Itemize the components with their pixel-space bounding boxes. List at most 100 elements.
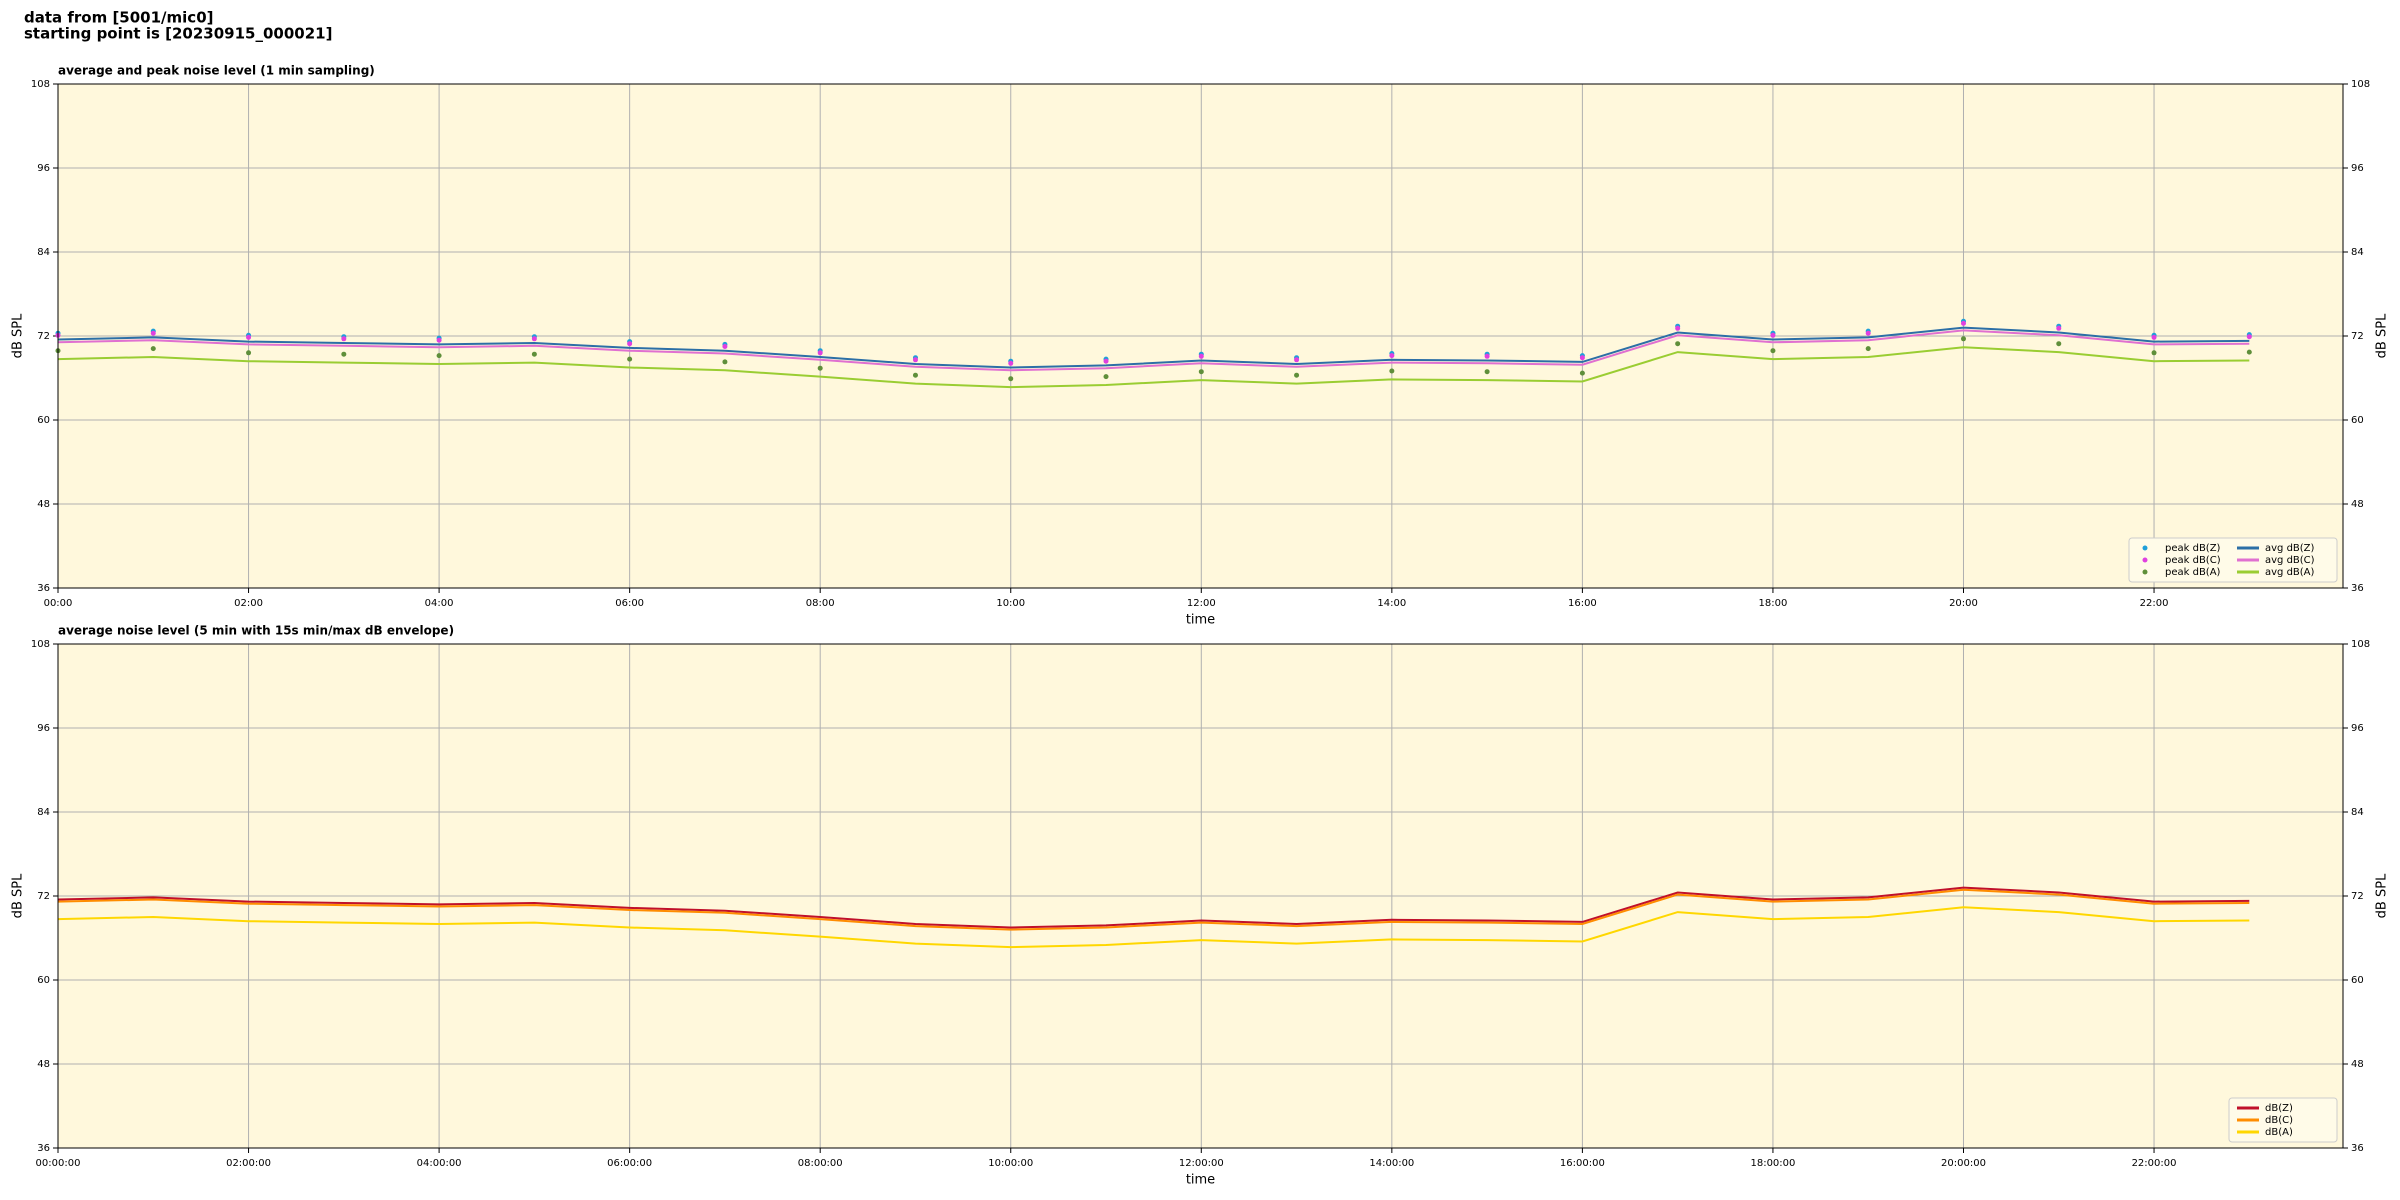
header-line: starting point is [20230915_000021] [24, 25, 332, 43]
peak-point [436, 353, 442, 359]
peak-point [150, 346, 156, 352]
y-tick-label: 84 [37, 247, 50, 258]
legend-marker [2142, 557, 2148, 563]
y2-tick-label: 48 [2351, 1059, 2364, 1070]
peak-point [1770, 332, 1776, 338]
y2-tick-label: 84 [2351, 247, 2364, 258]
series-line [57, 906, 2250, 949]
x-tick-label: 08:00 [806, 598, 835, 609]
y2-tick-label: 60 [2351, 415, 2364, 426]
y2-tick-label: 96 [2351, 723, 2364, 734]
peak-point [246, 350, 252, 356]
peak-point [1294, 357, 1300, 363]
peak-point [531, 336, 537, 342]
legend-label: dB(A) [2265, 1127, 2293, 1138]
legend-label: dB(Z) [2265, 1103, 2293, 1114]
peak-point [1008, 360, 1014, 366]
peak-point [1198, 353, 1204, 359]
x-tick-label: 00:00 [44, 598, 73, 609]
chart-title: average noise level (5 min with 15s min/… [58, 624, 454, 638]
peak-point [1675, 341, 1681, 347]
series-line [57, 346, 2250, 389]
y-tick-label: 72 [37, 331, 50, 342]
peak-point [1865, 346, 1871, 352]
y-tick-label: 60 [37, 975, 50, 986]
x-tick-label: 14:00 [1377, 598, 1406, 609]
x-tick-label: 12:00:00 [1179, 1158, 1224, 1169]
x-tick-label: 16:00 [1568, 598, 1597, 609]
y2-axis-label: dB SPL [2375, 313, 2390, 358]
peak-point [817, 365, 823, 371]
peak-point [1865, 330, 1871, 336]
peak-point [246, 334, 252, 340]
x-axis-label: time [1186, 613, 1215, 628]
legend-label: avg dB(C) [2265, 555, 2315, 566]
x-tick-label: 18:00:00 [1750, 1158, 1795, 1169]
peak-point [2151, 334, 2157, 340]
x-tick-label: 06:00:00 [607, 1158, 652, 1169]
y2-tick-label: 60 [2351, 975, 2364, 986]
legend-marker [2142, 545, 2148, 551]
y-tick-label: 36 [37, 1143, 50, 1154]
peak-point [1389, 353, 1395, 359]
peak-point [1675, 325, 1681, 331]
peak-point [2246, 349, 2252, 355]
y2-tick-label: 36 [2351, 583, 2364, 594]
plot-frame [57, 643, 2344, 1149]
peak-point [817, 350, 823, 356]
y-tick-label: 108 [31, 639, 50, 650]
peak-point [1484, 353, 1490, 359]
peak-point [1960, 336, 1966, 342]
x-tick-label: 02:00:00 [226, 1158, 271, 1169]
peak-point [1103, 358, 1109, 364]
peak-point [627, 356, 633, 362]
legend-label: avg dB(Z) [2265, 543, 2315, 554]
y-tick-label: 60 [37, 415, 50, 426]
x-tick-label: 04:00:00 [417, 1158, 462, 1169]
peak-point [2246, 334, 2252, 340]
peak-point [1294, 372, 1300, 378]
x-tick-label: 20:00 [1949, 598, 1978, 609]
series-line [57, 329, 2250, 372]
x-tick-label: 18:00 [1759, 598, 1788, 609]
series-line [57, 326, 2250, 369]
legend-label: peak dB(Z) [2165, 543, 2221, 554]
peak-point [912, 372, 918, 378]
peak-point [2056, 341, 2062, 347]
peak-point [1389, 368, 1395, 374]
legend-label: peak dB(A) [2165, 567, 2221, 578]
y2-tick-label: 36 [2351, 1143, 2364, 1154]
x-tick-label: 12:00 [1187, 598, 1216, 609]
peak-point [2056, 325, 2062, 331]
x-tick-label: 16:00:00 [1560, 1158, 1605, 1169]
y2-axis-label: dB SPL [2375, 873, 2390, 918]
peak-point [1579, 355, 1585, 361]
legend-label: peak dB(C) [2165, 555, 2221, 566]
legend-box [2128, 537, 2338, 583]
x-tick-label: 22:00 [2140, 598, 2169, 609]
legend-label: avg dB(A) [2265, 567, 2315, 578]
y2-tick-label: 48 [2351, 499, 2364, 510]
y-tick-label: 96 [37, 723, 50, 734]
x-axis-label: time [1186, 1173, 1215, 1188]
peak-point [912, 357, 918, 363]
legend-label: dB(C) [2265, 1115, 2293, 1126]
chart-title: average and peak noise level (1 min samp… [58, 64, 375, 78]
peak-point [2151, 350, 2157, 356]
peak-point [1008, 376, 1014, 382]
x-tick-label: 00:00:00 [36, 1158, 81, 1169]
peak-point [436, 337, 442, 343]
peak-point [341, 336, 347, 342]
series-line [57, 886, 2250, 929]
x-tick-label: 08:00:00 [798, 1158, 843, 1169]
y2-tick-label: 84 [2351, 807, 2364, 818]
y-tick-label: 72 [37, 891, 50, 902]
legend-marker [2142, 569, 2148, 575]
y2-tick-label: 108 [2351, 639, 2370, 650]
y-tick-label: 36 [37, 583, 50, 594]
peak-point [1484, 369, 1490, 375]
y2-tick-label: 72 [2351, 891, 2364, 902]
peak-point [1960, 320, 1966, 326]
x-tick-label: 04:00 [425, 598, 454, 609]
